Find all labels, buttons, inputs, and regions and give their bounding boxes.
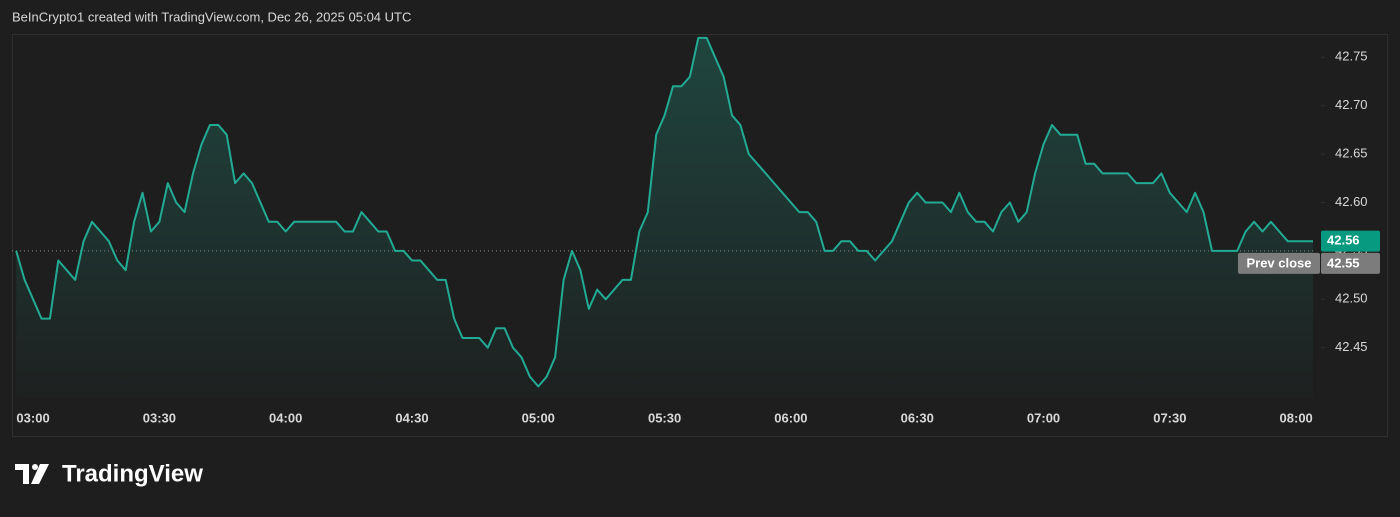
area-fill [16,37,1314,399]
x-tick-label: 03:00 [16,410,49,425]
y-tick-label: 42.70 [1335,97,1368,112]
y-tick-label: 42.50 [1335,291,1368,306]
x-tick-label: 05:30 [648,410,681,425]
x-tick-label: 04:30 [395,410,428,425]
y-tick-label: 42.45 [1335,339,1368,354]
y-tick-label: 42.60 [1335,194,1368,209]
logo-mark [15,464,29,484]
y-tick-label: 42.65 [1335,146,1368,161]
x-tick-label: 07:30 [1153,410,1186,425]
prev-close-value-tag [1321,252,1380,274]
logo-dot [32,464,38,470]
logo-mark [31,464,49,484]
prev-close-value: 42.55 [1327,255,1360,270]
x-tick-label: 06:00 [774,410,807,425]
prev-close-tag [1238,252,1320,274]
brand-logo [15,464,49,484]
last-price-tag [1321,230,1380,252]
x-tick-label: 03:30 [143,410,176,425]
x-tick-label: 06:30 [901,410,934,425]
y-tick-label: 42.75 [1335,49,1368,64]
prev-close-label: Prev close [1246,255,1311,270]
x-tick-label: 04:00 [269,410,302,425]
x-tick-label: 08:00 [1280,410,1313,425]
chart-title: BeInCrypto1 created with TradingView.com… [12,9,411,24]
last-price-label: 42.56 [1327,233,1360,248]
brand-name: TradingView [62,460,203,487]
x-tick-label: 05:00 [522,410,555,425]
price-line [15,36,1313,388]
x-tick-label: 07:00 [1027,410,1060,425]
